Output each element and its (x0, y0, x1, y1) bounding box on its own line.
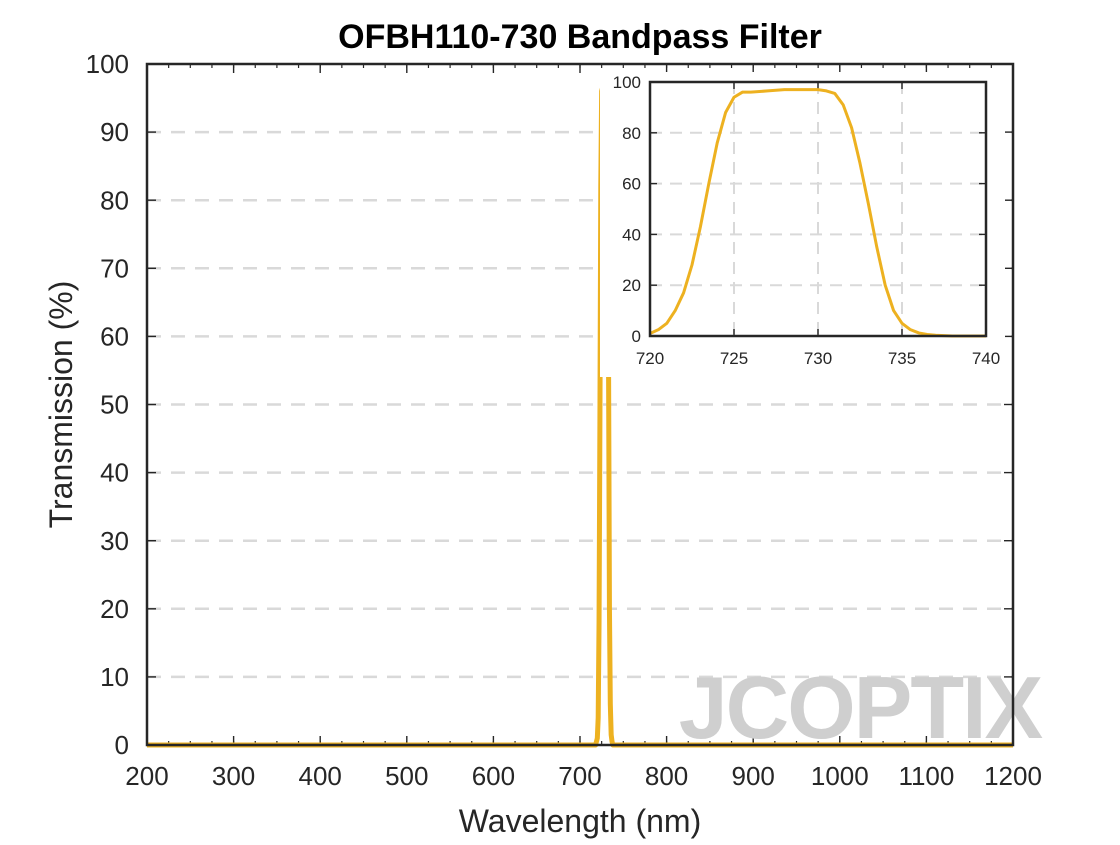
y-tick-label: 70 (100, 253, 129, 283)
y-axis-label: Transmission (%) (43, 281, 79, 529)
y-tick-label: 50 (100, 390, 129, 420)
inset-plot: 720 725 730 735 740 0 20 40 60 80 100 (613, 73, 1001, 368)
y-tick-label: 80 (622, 124, 641, 143)
x-axis-label: Wavelength (nm) (459, 803, 701, 839)
x-tick-label: 1200 (984, 761, 1042, 791)
x-tick-label: 740 (972, 349, 1000, 368)
y-tick-label: 100 (613, 73, 641, 92)
x-tick-label: 1100 (898, 761, 954, 791)
y-tick-label: 60 (622, 175, 641, 194)
y-tick-label: 0 (632, 327, 641, 346)
x-tick-label: 300 (212, 761, 255, 791)
x-tick-label: 730 (804, 349, 832, 368)
y-tick-label: 10 (100, 662, 129, 692)
y-tick-label: 30 (100, 526, 129, 556)
x-tick-label: 600 (472, 761, 515, 791)
watermark-logo: JCOPTIX (679, 658, 1043, 757)
x-tick-label: 1000 (811, 761, 869, 791)
y-tick-label: 60 (100, 322, 129, 352)
chart-title: OFBH110-730 Bandpass Filter (338, 18, 822, 56)
x-tick-label: 800 (645, 761, 688, 791)
x-tick-label: 735 (888, 349, 916, 368)
x-tick-label: 900 (732, 761, 775, 791)
y-tick-label: 80 (100, 185, 129, 215)
x-tick-label: 400 (299, 761, 342, 791)
x-tick-label: 500 (385, 761, 428, 791)
y-tick-label: 20 (622, 276, 641, 295)
x-tick-label: 200 (125, 761, 168, 791)
x-tick-label: 725 (720, 349, 748, 368)
y-tick-label: 40 (622, 225, 641, 244)
y-tick-label: 90 (100, 117, 129, 147)
y-tick-label: 100 (86, 49, 129, 79)
y-tick-label: 20 (100, 594, 129, 624)
x-tick-label: 720 (636, 349, 664, 368)
x-tick-label: 700 (558, 761, 601, 791)
y-tick-label: 40 (100, 458, 129, 488)
y-tick-label: 0 (115, 730, 129, 760)
